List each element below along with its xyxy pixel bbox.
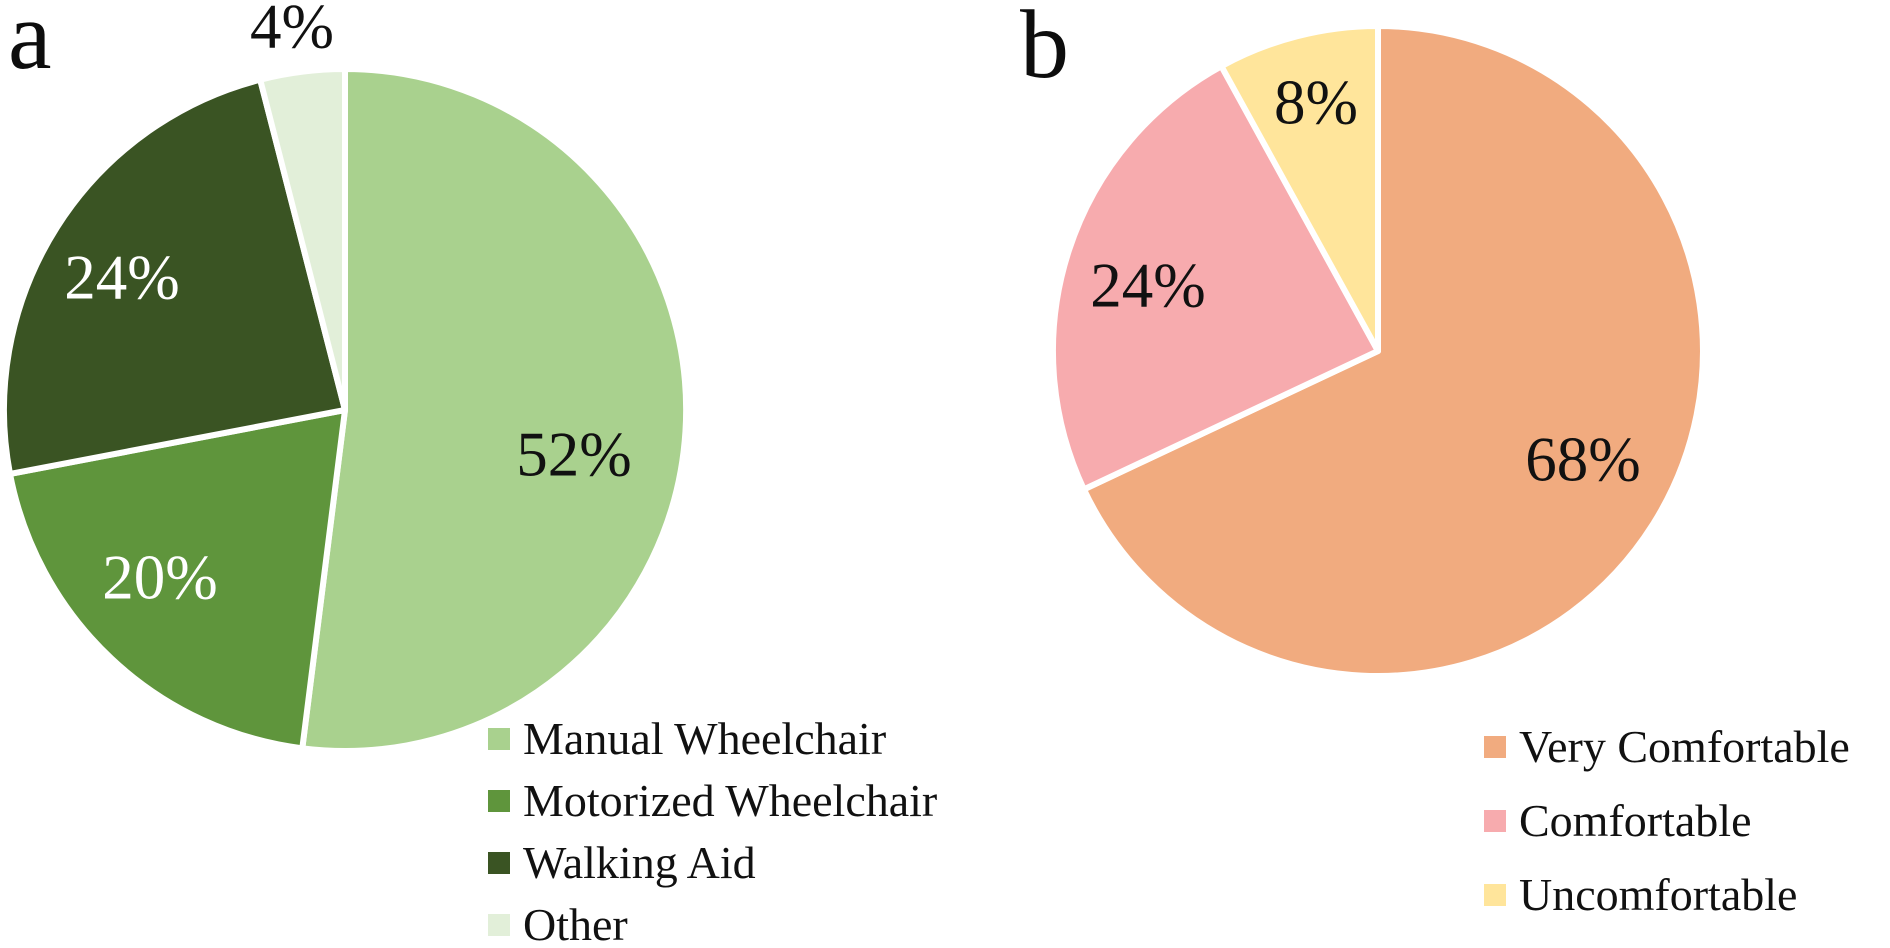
data-label-very-comfortable: 68%: [1525, 424, 1641, 495]
pie-slice-uncomfortable: [1218, 23, 1381, 354]
pie-chart-b: [1050, 23, 1706, 679]
pie-chart-a: [0, 65, 690, 754]
legend-item-comfortable: Comfortable: [1484, 798, 1850, 872]
legend-item-other: Other: [488, 902, 937, 948]
legend-label: Very Comfortable: [1519, 721, 1850, 772]
data-label-other: 4%: [250, 0, 334, 62]
legend-item-uncomfortable: Uncomfortable: [1484, 872, 1850, 946]
data-label-uncomfortable: 8%: [1274, 67, 1358, 138]
pie-slice-very-comfortable: [1080, 23, 1706, 679]
panel-label-a: a: [8, 0, 52, 90]
legend-a: Manual Wheelchair Motorized Wheelchair Wal…: [488, 716, 937, 948]
legend-label: Comfortable: [1519, 795, 1752, 846]
pie-slice-other: [257, 65, 348, 413]
data-label-motorized-wheelchair: 20%: [102, 542, 218, 613]
legend-swatch-icon: [488, 914, 510, 936]
legend-swatch-icon: [1484, 884, 1506, 906]
data-label-comfortable: 24%: [1090, 250, 1206, 321]
legend-label: Manual Wheelchair: [523, 713, 887, 764]
legend-item-walking-aid: Walking Aid: [488, 840, 937, 902]
legend-label: Other: [523, 899, 628, 948]
legend-item-very-comfortable: Very Comfortable: [1484, 724, 1850, 798]
legend-swatch-icon: [488, 852, 510, 874]
pie-slice-motorized-wheelchair: [7, 407, 348, 752]
pie-slice-walking-aid: [0, 76, 348, 477]
pie-slice-comfortable: [1050, 63, 1381, 493]
legend-b: Very Comfortable Comfortable Uncomfortable: [1484, 724, 1850, 946]
legend-swatch-icon: [488, 728, 510, 750]
data-label-walking-aid: 24%: [64, 242, 180, 313]
legend-label: Motorized Wheelchair: [523, 775, 938, 826]
legend-swatch-icon: [488, 790, 510, 812]
pie-slice-manual-wheelchair: [299, 66, 690, 754]
legend-item-manual-wheelchair: Manual Wheelchair: [488, 716, 937, 778]
panel-label-b: b: [1020, 0, 1069, 99]
legend-swatch-icon: [1484, 810, 1506, 832]
data-label-manual-wheelchair: 52%: [516, 419, 632, 490]
legend-label: Walking Aid: [523, 837, 756, 888]
legend-item-motorized-wheelchair: Motorized Wheelchair: [488, 778, 937, 840]
legend-label: Uncomfortable: [1519, 869, 1798, 920]
legend-swatch-icon: [1484, 736, 1506, 758]
